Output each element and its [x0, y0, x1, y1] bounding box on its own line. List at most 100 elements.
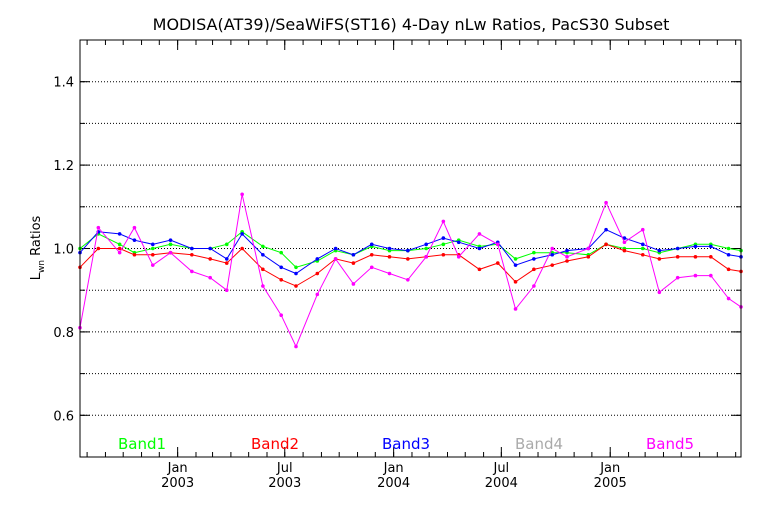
data-point-band3 [168, 238, 173, 242]
legend-label-band2: Band2 [251, 435, 299, 453]
data-point-band3 [261, 252, 265, 257]
data-point-band5 [224, 288, 229, 293]
data-point-band5 [261, 284, 265, 288]
data-point-band3 [532, 257, 536, 261]
data-point-band2 [190, 252, 194, 257]
data-point-band3 [675, 246, 680, 251]
x-tick-label-year: 2005 [594, 476, 627, 491]
axis-ticks: 0.60.81.01.21.4Jan2003Jul2003Jan2004Jul2… [53, 40, 741, 491]
x-tick-label-year: 2004 [485, 476, 518, 491]
data-point-band5 [441, 219, 446, 224]
data-point-band3 [190, 246, 194, 251]
data-point-band5 [406, 277, 410, 282]
data-point-band5 [351, 282, 356, 286]
data-point-band3 [351, 252, 356, 257]
data-point-band5 [294, 344, 298, 349]
data-point-band2 [513, 280, 518, 284]
data-point-band1 [150, 246, 155, 251]
data-point-band2 [441, 252, 446, 257]
data-point-band3 [369, 242, 374, 247]
data-point-band3 [441, 236, 446, 240]
chart-title: MODISA(AT39)/SeaWiFS(ST16) 4-Day nLw Rat… [153, 15, 670, 34]
data-point-band5 [369, 265, 374, 270]
legend-label-band5: Band5 [646, 435, 694, 453]
y-axis-label: Lwn Ratios [29, 215, 47, 280]
y-tick-label: 0.6 [53, 409, 74, 424]
data-point-band1 [294, 265, 298, 270]
data-point-band5 [495, 242, 500, 247]
data-point-band1 [168, 242, 173, 247]
data-point-band1 [279, 250, 283, 255]
data-point-band2 [240, 246, 244, 251]
data-point-band3 [693, 244, 698, 249]
data-point-band5 [565, 255, 569, 259]
data-point-band3 [604, 227, 608, 232]
data-point-band3 [726, 252, 731, 257]
data-point-band3 [387, 246, 392, 251]
data-point-band3 [550, 252, 555, 257]
data-point-band5 [279, 313, 283, 318]
data-point-band3 [150, 242, 155, 247]
data-point-band5 [532, 284, 536, 288]
data-point-band5 [168, 250, 173, 255]
data-point-band5 [604, 200, 608, 205]
data-point-band5 [190, 269, 194, 274]
data-point-band5 [132, 225, 137, 230]
data-point-band2 [96, 246, 101, 251]
data-point-band3 [315, 257, 320, 261]
y-tick-label: 0.8 [53, 326, 74, 341]
data-point-band3 [424, 242, 428, 247]
y-tick-label: 1.4 [53, 76, 74, 91]
series-line-band5 [79, 194, 742, 348]
data-point-band2 [117, 246, 122, 251]
data-point-band5 [640, 227, 645, 232]
data-point-band3 [224, 257, 229, 261]
data-point-band2 [132, 252, 137, 257]
data-point-band2 [532, 267, 536, 272]
data-point-band3 [622, 236, 627, 240]
data-point-band5 [387, 271, 392, 276]
data-point-band5 [240, 192, 244, 197]
data-point-band1 [726, 246, 731, 251]
data-point-band2 [279, 277, 283, 282]
data-point-band2 [657, 257, 662, 261]
data-point-band5 [675, 275, 680, 280]
x-tick-label-month: Jan [383, 461, 404, 476]
data-point-band5 [709, 273, 713, 278]
data-point-band2 [709, 255, 713, 259]
x-tick-label-year: 2004 [377, 476, 410, 491]
data-point-band2 [224, 261, 229, 265]
data-point-band5 [622, 240, 627, 245]
x-tick-label-month: Jan [599, 461, 620, 476]
x-tick-label-month: Jan [167, 461, 188, 476]
data-point-band1 [640, 246, 645, 251]
series-line-band2 [79, 243, 742, 287]
data-point-band3 [709, 244, 713, 249]
data-point-band2 [726, 267, 731, 272]
data-point-band3 [477, 246, 482, 251]
data-point-band2 [208, 257, 212, 261]
x-tick-label-month: Jul [492, 461, 509, 476]
data-point-band3 [657, 248, 662, 253]
data-point-band5 [586, 246, 591, 251]
data-point-band2 [406, 257, 410, 261]
data-point-band5 [117, 250, 122, 255]
x-tick-label-year: 2003 [268, 476, 301, 491]
legend: Band1 Band2 Band3 Band4 Band5 [118, 435, 694, 453]
data-point-band2 [550, 263, 555, 267]
data-point-band5 [477, 232, 482, 236]
y-tick-label: 1.2 [53, 159, 74, 174]
data-point-band5 [315, 292, 320, 297]
data-point-band2 [693, 255, 698, 259]
series-lines [78, 192, 743, 349]
data-point-band5 [657, 290, 662, 295]
data-point-band2 [622, 248, 627, 253]
data-point-band1 [261, 244, 265, 249]
y-axis-label-rest: Ratios [29, 215, 44, 260]
data-point-band5 [513, 307, 518, 311]
grid [80, 81, 741, 416]
data-point-band3 [456, 240, 461, 245]
data-point-band1 [513, 257, 518, 261]
data-point-band2 [294, 284, 298, 288]
data-point-band2 [477, 267, 482, 272]
